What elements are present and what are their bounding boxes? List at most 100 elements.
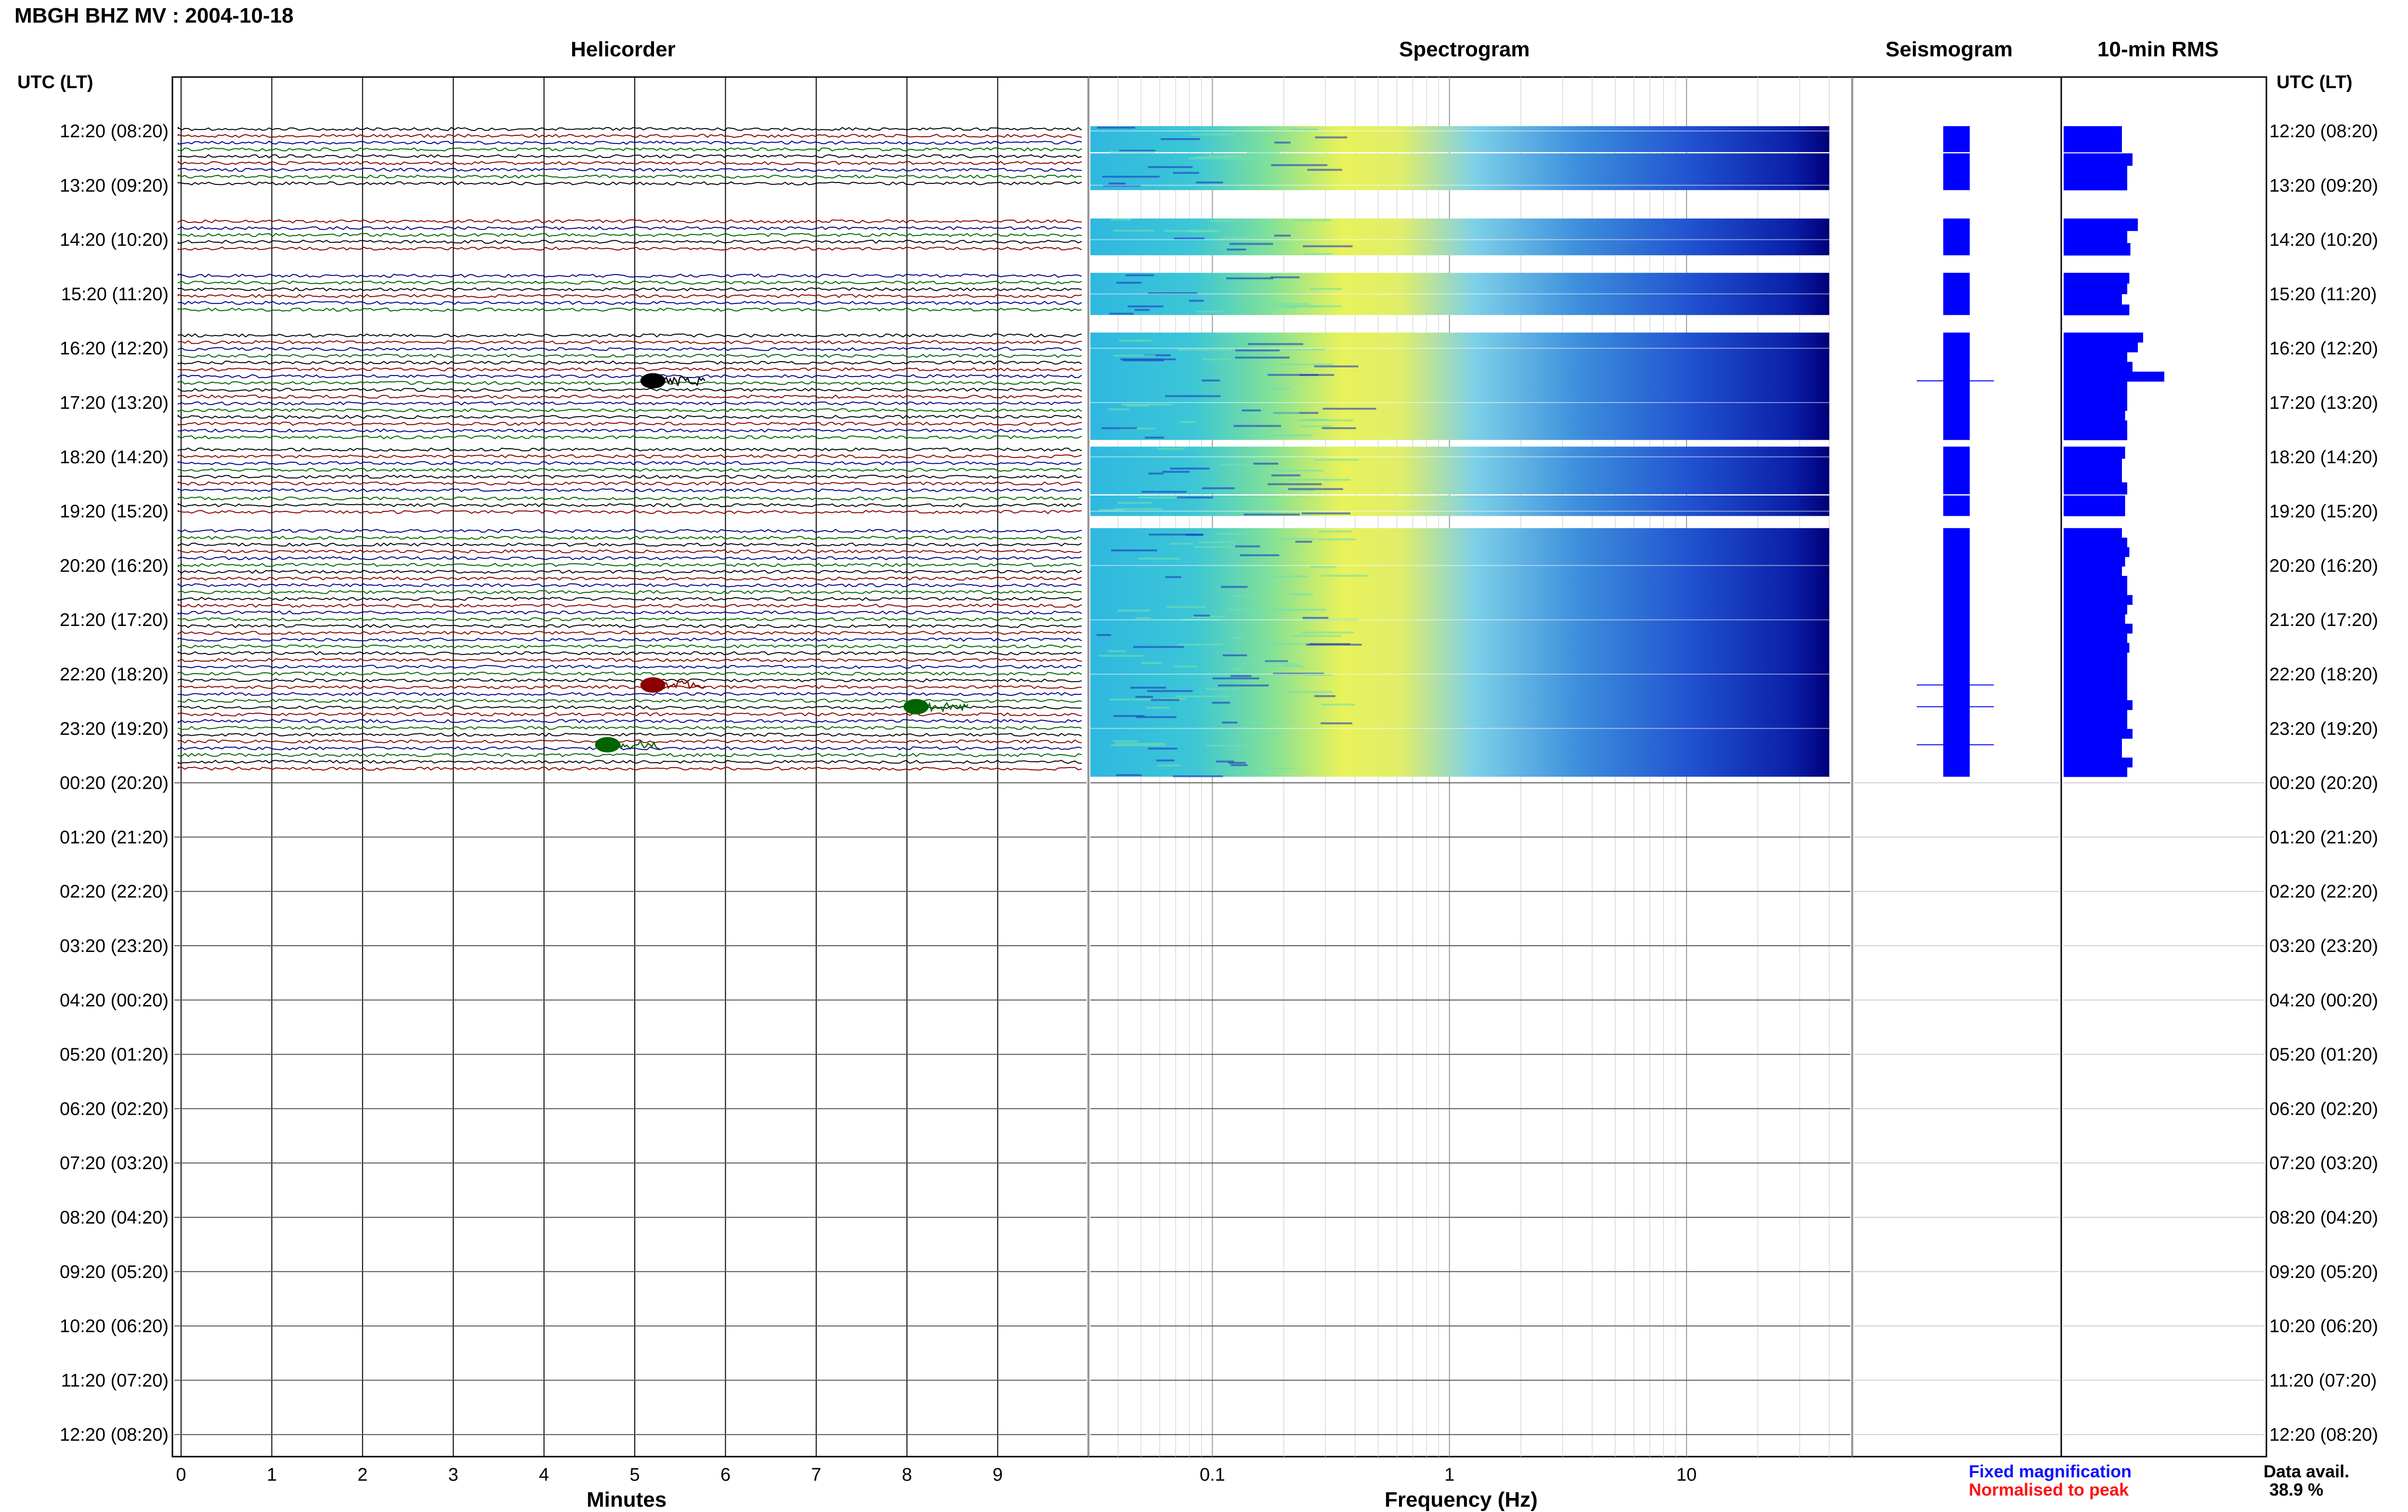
spectrogram-speckle: [1160, 698, 1186, 700]
spectrogram-speckle: [1212, 677, 1259, 679]
spectrogram-speckle: [1315, 136, 1348, 139]
data-avail-label: Data avail.: [2264, 1461, 2350, 1481]
time-label-left: 10:20 (06:20): [60, 1316, 169, 1337]
helicorder-trace: [178, 678, 1082, 683]
spectrogram-speckle: [1194, 546, 1235, 548]
spectrogram-speckle: [1321, 722, 1352, 725]
rms-bar: [2064, 495, 2125, 517]
helicorder-event: [595, 737, 620, 753]
spectrogram-speckle: [1295, 541, 1312, 543]
helicorder-trace: [178, 421, 1082, 426]
spectrogram-speckle: [1144, 354, 1171, 356]
spectrogram-speckle: [1233, 425, 1282, 427]
spectrogram-speckle: [1109, 698, 1161, 701]
helicorder-trace: [178, 691, 1082, 696]
spectrogram-speckle: [1310, 287, 1342, 290]
helicorder-trace: [178, 488, 1082, 493]
spectrogram-block: [1090, 126, 1830, 152]
spectrogram-speckle: [1222, 654, 1247, 656]
helicorder-trace: [178, 597, 1082, 601]
rms-bar: [2064, 283, 2127, 294]
spectrogram-speckle: [1280, 363, 1333, 365]
spectrogram-speckle: [1120, 358, 1176, 361]
spectrogram-speckle: [1274, 235, 1291, 237]
helicorder-trace: [178, 147, 1082, 152]
time-label-left: 22:20 (18:20): [60, 665, 169, 685]
time-label-left: 04:20 (00:20): [60, 991, 169, 1011]
rms-bar: [2064, 139, 2122, 153]
helicorder-trace: [178, 360, 1082, 365]
spectrogram-speckle: [1294, 219, 1331, 222]
helicorder-trace: [178, 617, 1082, 622]
spectrogram-speckle: [1189, 230, 1217, 233]
legend-normalised-to-peak: Normalised to peak: [1969, 1480, 2129, 1499]
spectrogram-speckle: [1258, 575, 1308, 578]
time-label-left: 23:20 (19:20): [60, 719, 169, 739]
spectrogram-speckle: [1230, 764, 1248, 767]
spectrogram-speckle: [1205, 688, 1240, 690]
spectrogram-speckle: [1227, 248, 1246, 251]
rms-bar: [2064, 231, 2127, 244]
spectrogram-speckle: [1133, 646, 1184, 648]
spectrogram-speckle: [1141, 491, 1187, 493]
helicorder-trace: [178, 381, 1082, 385]
rms-bar: [2064, 757, 2133, 768]
time-label-right: 03:20 (23:20): [2269, 936, 2378, 956]
rms-bar: [2064, 178, 2127, 191]
time-label-left: 12:20 (08:20): [60, 121, 169, 142]
rms-bar: [2064, 470, 2122, 483]
spectrogram-speckle: [1109, 313, 1134, 315]
helicorder-trace: [178, 239, 1082, 244]
helicorder-trace: [178, 347, 1082, 352]
spectrogram-speckle: [1318, 530, 1352, 533]
helicorder-trace: [178, 468, 1082, 472]
spectrogram-speckle: [1314, 458, 1359, 461]
helicorder-trace: [178, 576, 1082, 581]
rms-bar: [2064, 604, 2127, 614]
helicorder-event: [903, 699, 929, 715]
spectrogram-speckle: [1240, 554, 1280, 557]
time-label-right: 12:20 (08:20): [2269, 1425, 2378, 1445]
spectrogram-speckle: [1322, 407, 1376, 410]
spectrogram-speckle: [1272, 469, 1323, 472]
helicorder-trace: [178, 435, 1082, 440]
time-label-right: 23:20 (19:20): [2269, 719, 2378, 739]
seismogram-block: [1943, 218, 1970, 256]
spectrogram-speckle: [1271, 164, 1328, 166]
spectrogram-speckle: [1230, 675, 1252, 677]
spectrogram-speckle: [1113, 740, 1138, 743]
rms-bar: [2064, 352, 2127, 362]
helicorder-trace: [178, 630, 1082, 635]
minutes-tick-label: 7: [811, 1465, 821, 1485]
rms-bar: [2064, 537, 2127, 547]
helicorder-trace: [178, 160, 1082, 165]
rms-bar: [2064, 652, 2127, 663]
spectrogram-speckle: [1253, 462, 1279, 465]
spectrogram-speckle: [1113, 715, 1145, 717]
time-label-right: 18:20 (14:20): [2269, 447, 2378, 468]
frequency-tick-label: 0.1: [1200, 1465, 1225, 1485]
time-label-left: 11:20 (07:20): [61, 1370, 169, 1391]
spectrogram-speckle: [1148, 472, 1164, 475]
spectrogram-speckle: [1284, 305, 1342, 307]
spectrogram-speckle: [1322, 479, 1351, 481]
spectrogram-speckle: [1119, 149, 1155, 152]
helicorder-trace: [178, 168, 1082, 172]
helicorder-trace: [178, 496, 1082, 501]
helicorder-trace: [178, 414, 1082, 419]
spectrogram-speckle: [1197, 311, 1225, 313]
time-label-left: 12:20 (08:20): [60, 1425, 169, 1445]
time-label-right: 00:20 (20:20): [2269, 773, 2378, 794]
spectrogram-speckle: [1242, 409, 1261, 412]
spectrogram-speckle: [1188, 157, 1243, 159]
rms-bar: [2064, 458, 2122, 471]
time-label-left: 09:20 (05:20): [60, 1262, 169, 1282]
minutes-tick-label: 0: [176, 1465, 186, 1485]
spectrogram-speckle: [1098, 654, 1143, 657]
spectrogram-speckle: [1174, 665, 1197, 667]
time-label-left: 01:20 (21:20): [60, 827, 169, 847]
spectrogram-speckle: [1268, 483, 1322, 485]
rms-bar: [2064, 410, 2125, 421]
helicorder-trace: [178, 503, 1082, 508]
spectrogram-speckle: [1179, 421, 1196, 423]
